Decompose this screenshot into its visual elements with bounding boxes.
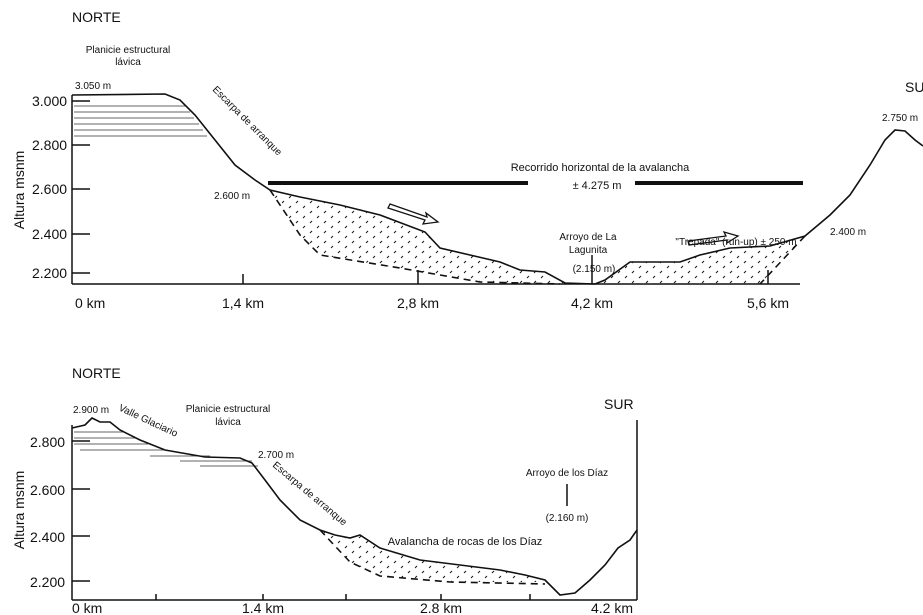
avalanche-label: Avalancha de rocas de los Díaz [388,536,543,548]
bottom-section: NORTE SUR Planicie estructural lávica 2.… [11,365,637,615]
elevation-label: 2.600 m [214,191,250,202]
plateau-label: Planicie estructural [86,45,170,56]
y-tick-label: 2.400 [32,226,67,242]
north-label: NORTE [72,365,121,381]
elevation-label: 2.900 m [73,405,109,416]
elevation-label: 2.400 m [830,227,866,238]
top-section: NORTE SUR Planicie estructural lávica 3.… [11,9,923,311]
x-tick-label: 2,8 km [397,295,439,311]
y-tick-label: 2.600 [30,482,65,498]
stream-elevation: (2.150 m) [573,264,616,275]
diagram: NORTE SUR Planicie estructural lávica 3.… [0,0,923,615]
elevation-label: 2.700 m [258,450,294,461]
x-tick-label: 0 km [72,600,102,615]
y-tick-label: 2.600 [32,181,67,197]
y-tick-label: 2.800 [30,434,65,450]
y-title: Altura msnm [11,151,27,230]
profile [72,418,637,595]
x-tick-label: 4,2 km [571,295,613,311]
valley-label: Valle Glaciario [117,403,180,440]
south-label: SUR [604,396,634,412]
elevation-label: 2.750 m [882,113,918,124]
x-tick-label: 0 km [75,295,105,311]
runup-label: "Trepada" (run-up) ± 250 m [675,237,796,248]
stream-elevation: (2.160 m) [546,513,589,524]
y-tick-label: 2.200 [32,265,67,281]
north-label: NORTE [72,9,121,25]
runout-title: Recorrido horizontal de la avalancha [511,162,690,174]
y-ticks: 2.800 2.600 2.400 2.200 [30,434,90,590]
x-tick-label: 5,6 km [747,295,789,311]
plateau-label: lávica [215,417,241,428]
stream-label: Lagunita [569,245,608,256]
stream-label: Arroyo de La [559,232,617,243]
y-tick-label: 2.400 [30,529,65,545]
y-ticks: 3.000 2.800 2.600 2.400 2.200 [32,93,90,281]
stream-label: Arroyo de los Díaz [526,468,608,479]
plateau-label: lávica [115,57,141,68]
x-ticks: 0 km 1.4 km 2.8 km 4.2 km [72,594,633,615]
x-tick-label: 4.2 km [591,600,633,615]
y-title: Altura msnm [11,471,27,550]
plateau-label: Planicie estructural [186,404,270,415]
y-tick-label: 2.200 [30,574,65,590]
x-tick-label: 1.4 km [242,600,284,615]
y-tick-label: 2.800 [32,137,67,153]
scarp-label: Escarpa de arranque [270,460,349,529]
hatch [74,106,207,136]
runout-value: ± 4.275 m [573,180,622,192]
south-label: SUR [905,79,923,95]
x-tick-label: 1,4 km [222,295,264,311]
x-tick-label: 2.8 km [420,600,462,615]
y-tick-label: 3.000 [32,93,67,109]
elevation-label: 3.050 m [75,81,111,92]
hatch [74,432,258,466]
profile [72,94,923,284]
